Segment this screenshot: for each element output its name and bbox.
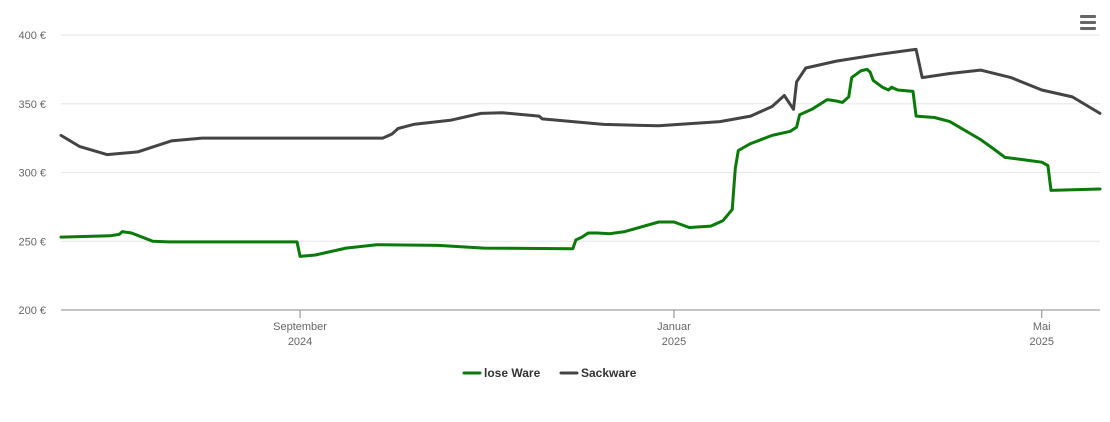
y-tick-label: 250 € xyxy=(18,236,46,248)
x-axis-ticks: September 2024 Januar 2025 Mai 2025 xyxy=(273,310,1054,348)
x-tick-label-year: 2024 xyxy=(288,336,312,348)
x-tick-label-month: Januar xyxy=(657,321,691,333)
legend-item-sackware[interactable]: Sackware xyxy=(559,366,637,380)
y-tick-label: 200 € xyxy=(18,305,46,317)
series-lines xyxy=(59,47,1102,258)
x-tick-label-year: 2025 xyxy=(1030,336,1054,348)
y-tick-label: 400 € xyxy=(18,30,46,42)
x-tick-label-year: 2025 xyxy=(662,336,686,348)
x-tick-label-month: September xyxy=(273,321,327,333)
legend-label-lose-ware: lose Ware xyxy=(484,366,541,380)
legend-label-sackware: Sackware xyxy=(581,366,637,380)
series-line-sackware[interactable] xyxy=(59,47,1102,157)
x-tick-label-month: Mai xyxy=(1033,321,1051,333)
chart-menu-button[interactable] xyxy=(1076,10,1100,34)
legend-item-lose-ware[interactable]: lose Ware xyxy=(462,366,541,380)
y-tick-label: 300 € xyxy=(18,168,46,180)
legend: lose Ware Sackware xyxy=(462,366,637,380)
y-axis-ticks: 200 € 250 € 300 € 350 € 400 € xyxy=(18,30,46,317)
series-line-lose-ware[interactable] xyxy=(59,67,1102,258)
gridlines xyxy=(61,34,1100,242)
y-tick-label: 350 € xyxy=(18,99,46,111)
